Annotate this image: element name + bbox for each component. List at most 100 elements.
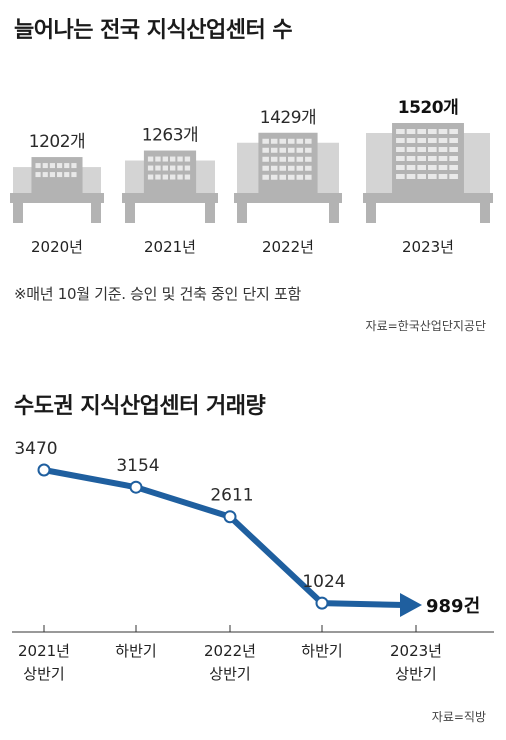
building-window <box>270 156 278 162</box>
building-window <box>449 129 458 134</box>
building-year-label: 2021년 <box>144 238 196 256</box>
building-window <box>35 163 41 169</box>
building-window <box>184 156 191 162</box>
building-window <box>428 138 437 143</box>
building-window <box>288 165 295 171</box>
x-tick-label: 2023년 <box>390 642 442 660</box>
building-window <box>428 156 437 161</box>
building-window <box>170 156 176 162</box>
building-window <box>296 147 304 153</box>
building-window <box>279 147 286 153</box>
building-window <box>279 174 286 180</box>
building-window <box>279 156 286 162</box>
building-window <box>147 156 154 162</box>
transactions-chart-title: 수도권 지식산업센터 거래량 <box>14 394 266 419</box>
building-window <box>262 156 269 162</box>
building-window <box>406 156 416 161</box>
building-window <box>428 147 437 152</box>
building-window <box>57 172 63 178</box>
footnote: ※매년 10월 기준. 승인 및 건축 중인 단지 포함 <box>14 285 301 303</box>
building-window <box>49 172 55 178</box>
building-window <box>64 163 70 169</box>
building-window <box>270 147 278 153</box>
data-label: 3470 <box>14 439 57 459</box>
building-window <box>155 174 161 180</box>
building-window <box>288 147 295 153</box>
building-pillar <box>91 203 101 223</box>
building-window <box>170 165 176 171</box>
building-window <box>42 163 48 169</box>
building-0 <box>10 157 104 223</box>
building-window <box>42 172 48 178</box>
building-window <box>162 156 168 162</box>
building-window <box>417 138 426 143</box>
building-window <box>155 165 161 171</box>
building-window <box>449 156 458 161</box>
building-value-label: 1520개 <box>398 98 458 118</box>
building-window <box>288 174 295 180</box>
building-window <box>438 147 448 152</box>
building-window <box>428 129 437 134</box>
building-window <box>270 165 278 171</box>
building-window <box>296 165 304 171</box>
building-window <box>417 174 426 179</box>
building-window <box>262 165 269 171</box>
x-tick-label: 2021년 <box>18 642 70 660</box>
building-window <box>147 165 154 171</box>
data-label: 3154 <box>116 456 159 476</box>
building-window <box>438 138 448 143</box>
buildings-source: 자료=한국산업단지공단 <box>365 319 486 333</box>
building-window <box>184 174 191 180</box>
building-window <box>449 147 458 152</box>
x-tick-label: 하반기 <box>301 642 342 660</box>
building-window <box>417 129 426 134</box>
x-tick-label: 상반기 <box>23 665 64 683</box>
building-pillar <box>480 203 490 223</box>
building-window <box>396 147 405 152</box>
building-pillar <box>329 203 339 223</box>
building-pillar <box>13 203 23 223</box>
data-point <box>37 463 51 477</box>
building-window <box>162 165 168 171</box>
data-point <box>129 480 143 494</box>
building-window <box>396 165 405 170</box>
building-window <box>438 156 448 161</box>
building-window <box>177 165 183 171</box>
building-pillar <box>366 203 376 223</box>
building-window <box>305 165 312 171</box>
building-window <box>147 174 154 180</box>
building-3 <box>363 123 493 223</box>
data-label: 2611 <box>210 486 253 506</box>
building-window <box>288 138 295 144</box>
building-window <box>438 129 448 134</box>
building-window <box>279 138 286 144</box>
building-window <box>305 147 312 153</box>
building-pillar <box>237 203 247 223</box>
building-window <box>438 165 448 170</box>
buildings-chart: 1202개 2020년 1263개 2021년 1429개 2022년 1520개 2023년 <box>10 98 493 256</box>
building-window <box>406 147 416 152</box>
building-window <box>262 174 269 180</box>
building-2 <box>234 132 342 223</box>
building-window <box>71 163 77 169</box>
building-window <box>296 156 304 162</box>
building-window <box>396 138 405 143</box>
building-window <box>438 174 448 179</box>
building-window <box>406 174 416 179</box>
x-tick-label: 하반기 <box>115 642 156 660</box>
building-window <box>177 156 183 162</box>
building-podium <box>234 193 342 203</box>
building-window <box>177 174 183 180</box>
building-window <box>417 165 426 170</box>
building-value-label: 1202개 <box>29 132 85 152</box>
data-point <box>315 596 329 610</box>
buildings-chart-title: 늘어나는 전국 지식산업센터 수 <box>14 18 293 43</box>
building-year-label: 2022년 <box>262 238 314 256</box>
building-window <box>406 129 416 134</box>
building-window <box>162 174 168 180</box>
building-window <box>305 138 312 144</box>
building-window <box>270 138 278 144</box>
building-window <box>279 165 286 171</box>
building-window <box>396 129 405 134</box>
